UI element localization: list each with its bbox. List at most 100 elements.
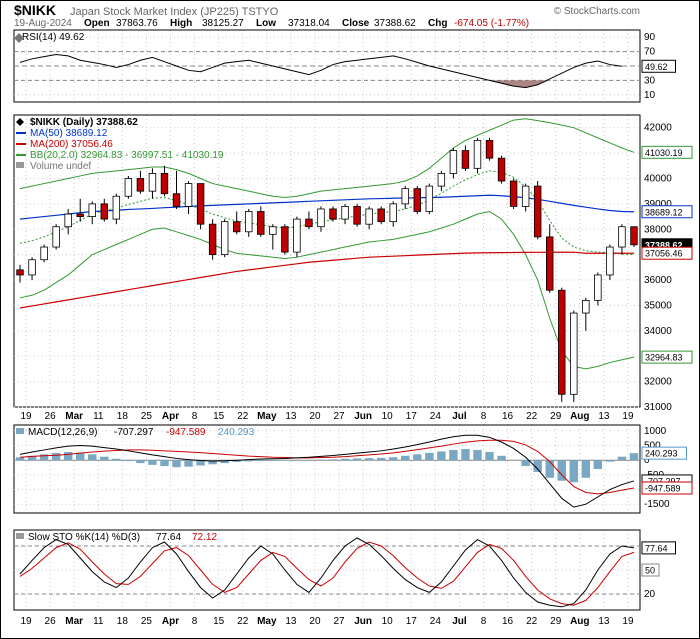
stoch-label: Slow STO %K(14) %D(3) — [28, 532, 140, 543]
x-label: 13 — [285, 411, 297, 422]
macd-hist — [329, 459, 337, 460]
y-tick: 70 — [644, 47, 656, 58]
legend-main: $NIKK (Daily) 37388.62 — [30, 117, 138, 128]
macd-label: MACD(12,26,9) — [28, 427, 97, 438]
x-label: 25 — [141, 411, 153, 422]
candle — [173, 194, 180, 207]
x-label: 15 — [213, 616, 225, 627]
macd-hist — [317, 460, 325, 461]
x-label: 8 — [481, 411, 487, 422]
candle — [330, 209, 337, 219]
candle — [113, 196, 120, 219]
x-label: 13 — [598, 411, 610, 422]
macd-hist — [269, 460, 277, 461]
x-label: 16 — [502, 616, 514, 627]
macd-hist — [148, 460, 156, 465]
x-label: 22 — [237, 411, 249, 422]
macd-hist — [473, 450, 481, 460]
candle — [534, 186, 541, 237]
x-label: 25 — [141, 616, 153, 627]
candle — [426, 186, 433, 211]
y-tick: -1500 — [644, 499, 670, 510]
y-tick: 35000 — [644, 300, 672, 311]
x-label: 20 — [309, 616, 321, 627]
macd-hist — [497, 456, 505, 460]
macd-hist — [124, 460, 132, 461]
candle — [462, 151, 469, 169]
value-box: 77.64 — [645, 543, 668, 553]
value-box: 49.62 — [645, 62, 668, 72]
x-label: 16 — [502, 411, 514, 422]
x-label: 8 — [481, 616, 487, 627]
x-label: 13 — [285, 616, 297, 627]
value-box: -947.589 — [645, 484, 681, 494]
x-label: Jun — [354, 616, 372, 627]
macd-hist — [582, 460, 590, 478]
macd-hist — [100, 457, 108, 461]
macd-hist — [245, 460, 253, 461]
candle — [498, 158, 505, 181]
candle — [402, 189, 409, 204]
macd-hist — [353, 458, 361, 460]
y-tick: 34000 — [644, 326, 672, 337]
macd-v1: -707.297 — [114, 427, 154, 438]
x-label: 26 — [45, 411, 57, 422]
x-label: 11 — [93, 411, 104, 422]
x-label: May — [257, 411, 277, 422]
ohlc-value: 37388.62 — [374, 18, 416, 29]
y-tick: 42000 — [644, 123, 672, 134]
macd-v3: 240.293 — [218, 427, 255, 438]
candle — [390, 204, 397, 222]
legend-vol: Volume undef — [30, 161, 91, 172]
macd-hist — [425, 453, 433, 460]
candle — [233, 222, 240, 232]
x-label: 19 — [622, 411, 634, 422]
candle — [619, 227, 626, 247]
x-label: Mar — [65, 411, 83, 422]
candle — [438, 173, 445, 186]
legend-bb: BB(20,2.0) 32964.83 - 36997.51 - 41030.1… — [30, 150, 224, 161]
y-tick: 38000 — [644, 224, 672, 235]
ohlc-value: 37863.76 — [116, 18, 158, 29]
x-label: 20 — [309, 411, 321, 422]
price-panel: 3100032000330003400035000360003700038000… — [14, 115, 692, 422]
candle — [595, 275, 602, 300]
y-tick: 30 — [644, 75, 656, 86]
x-label: Aug — [570, 616, 589, 627]
rsi-panel: 1030507090RSI(14) 49.6249.62 — [14, 30, 676, 102]
ohlc-label: High — [170, 18, 192, 29]
ohlc-value: 38125.27 — [202, 18, 244, 29]
macd-hist — [172, 460, 180, 467]
ohlc-label: Low — [256, 18, 276, 29]
macd-hist — [184, 460, 192, 466]
macd-hist — [461, 449, 469, 460]
candle — [282, 227, 289, 252]
macd-hist — [341, 459, 349, 460]
y-tick: 36000 — [644, 275, 672, 286]
x-label: 19 — [622, 616, 634, 627]
value-box: 38689.12 — [645, 207, 683, 217]
macd-v2: -947.589 — [166, 427, 206, 438]
x-label: 29 — [550, 616, 562, 627]
y-tick: 31000 — [644, 402, 672, 413]
macd-hist — [136, 460, 144, 463]
candle — [354, 206, 361, 224]
x-label: 17 — [406, 616, 418, 627]
macd-hist — [630, 453, 638, 460]
macd-panel: -1500-1000-50005001000MACD(12,26,9)-707.… — [14, 425, 692, 513]
name: Japan Stock Market Index (JP225) TSTYO — [70, 6, 279, 18]
candle — [209, 224, 216, 254]
x-label: Jul — [452, 616, 467, 627]
value-box: 240.293 — [645, 449, 678, 459]
candle — [101, 204, 108, 219]
candle — [294, 219, 301, 252]
stoch-v1: 77.64 — [156, 532, 181, 543]
value-box: 41030.19 — [645, 148, 683, 158]
macd-hist — [521, 460, 529, 466]
candle — [29, 260, 36, 275]
macd-hist — [485, 452, 493, 460]
stoch-v2: 72.12 — [192, 532, 217, 543]
chg-label: Chg — [428, 18, 447, 29]
candle — [583, 300, 590, 313]
legend-ma50: MA(50) 38689.12 — [30, 128, 108, 139]
